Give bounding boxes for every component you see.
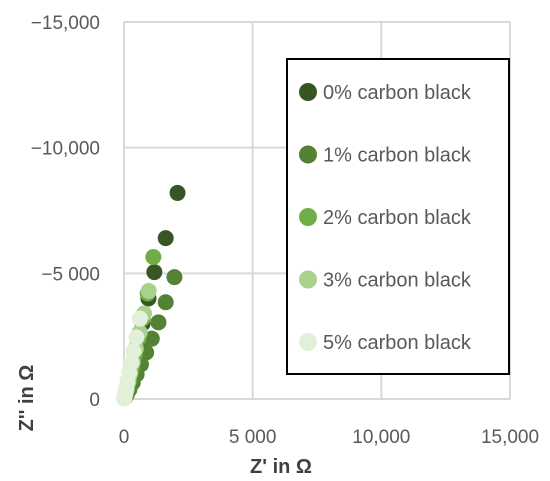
- legend-marker: [299, 208, 317, 226]
- legend-label: 0% carbon black: [323, 82, 472, 104]
- data-point: [146, 264, 163, 281]
- data-point: [145, 248, 162, 265]
- data-point: [128, 329, 145, 346]
- y-axis-title: Z'' in Ω: [16, 365, 38, 432]
- data-point: [143, 330, 160, 347]
- y-tick-label: 0: [89, 390, 100, 411]
- x-tick-labels: 0 5 000 10,000 15,000: [119, 427, 539, 448]
- data-point: [157, 294, 174, 311]
- legend-marker: [299, 83, 317, 101]
- data-point: [131, 310, 148, 327]
- x-tick-label: 15,000: [481, 427, 539, 448]
- series-5-carbon-black: [116, 310, 148, 407]
- legend-marker: [299, 270, 317, 289]
- data-point: [157, 230, 174, 247]
- y-tick-labels: 0 −5 000 −10,000 −15,000: [31, 13, 100, 411]
- legend-label: 5% carbon black: [323, 332, 472, 354]
- x-axis-title: Z' in Ω: [250, 456, 312, 478]
- x-tick-label: 10,000: [352, 427, 410, 448]
- y-tick-label: −5 000: [41, 264, 100, 285]
- legend-label: 1% carbon black: [323, 145, 472, 167]
- legend-label: 3% carbon black: [323, 270, 472, 292]
- legend-box: [286, 58, 510, 375]
- legend-marker: [299, 145, 317, 164]
- data-point: [150, 314, 167, 331]
- data-point: [169, 184, 186, 201]
- data-point: [116, 390, 133, 407]
- data-points: [116, 184, 186, 407]
- data-point: [166, 269, 183, 286]
- legend-marker: [299, 333, 317, 351]
- x-tick-label: 0: [119, 427, 130, 448]
- y-tick-label: −10,000: [31, 139, 100, 160]
- legend: 0% carbon black 1% carbon black 2% carbon …: [286, 58, 510, 375]
- y-tick-label: −15,000: [31, 13, 100, 34]
- x-tick-label: 5 000: [229, 427, 277, 448]
- legend-label: 2% carbon black: [323, 207, 472, 229]
- data-point: [140, 282, 157, 299]
